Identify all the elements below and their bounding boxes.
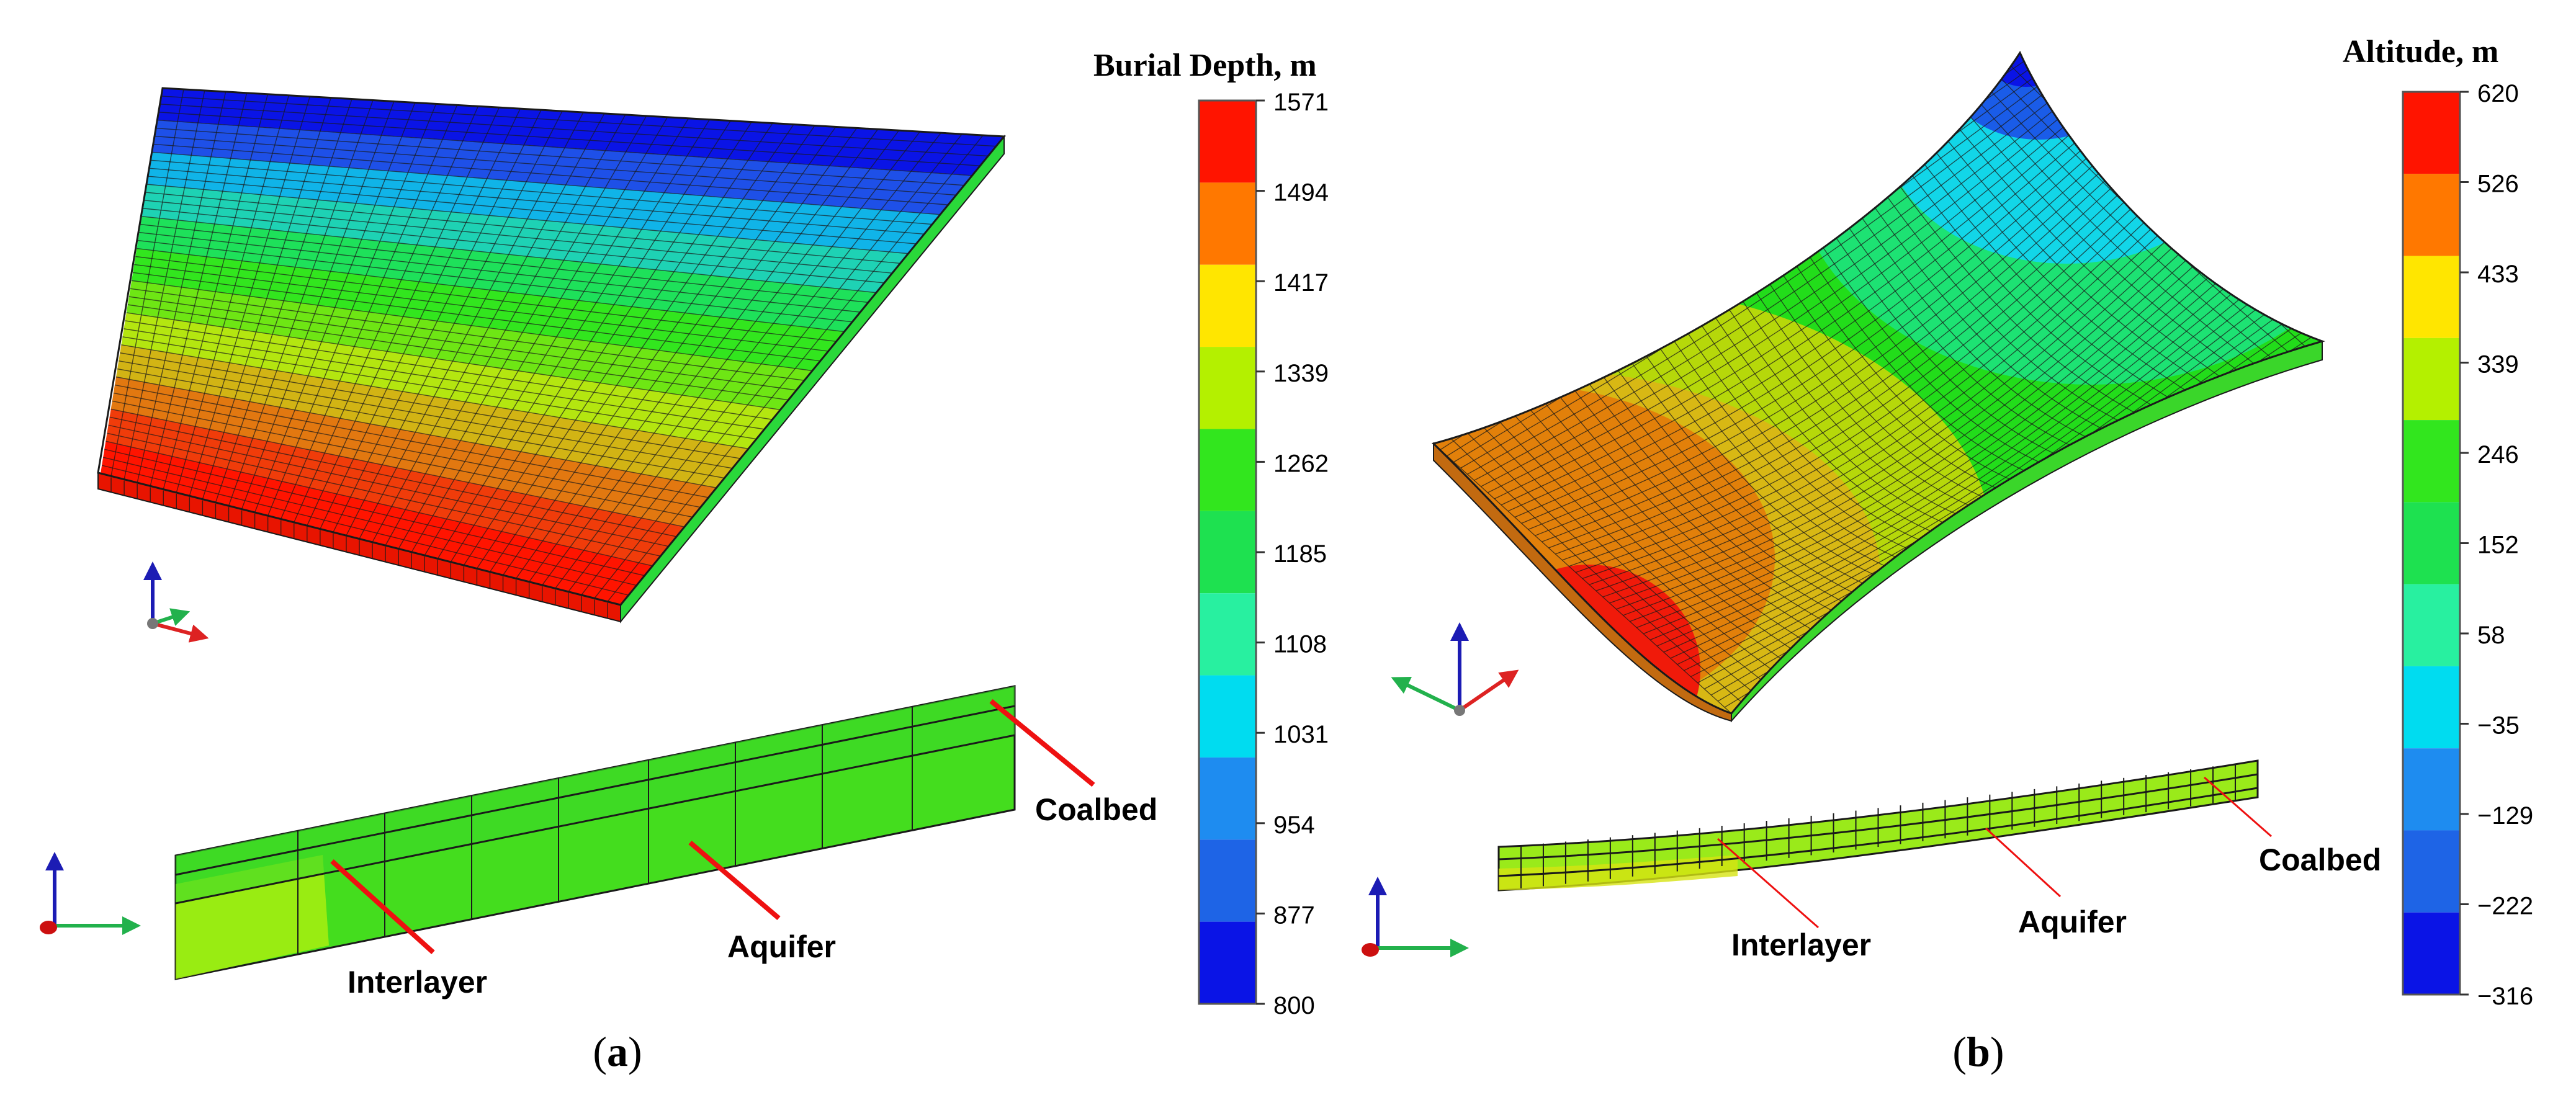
- aquifer-pointer-line: [1985, 827, 2062, 898]
- legend-swatch: [1199, 511, 1256, 594]
- legend-swatch: [2403, 256, 2460, 338]
- legend-swatch: [2403, 666, 2460, 749]
- panel-b-caption: (b): [1952, 1028, 2004, 1075]
- legend-tick-label: 877: [1273, 901, 1315, 929]
- axis-triad-icon: [40, 852, 141, 935]
- interlayer-label: Interlayer: [348, 965, 487, 999]
- legend-tick-label: −129: [2477, 802, 2533, 829]
- interlayer-label: Interlayer: [1731, 928, 1871, 962]
- legend-swatch: [1199, 675, 1256, 758]
- cross-section-b: [1497, 759, 2259, 892]
- panel-a-caption: (a): [593, 1028, 642, 1075]
- cross-section-a: [174, 685, 1016, 980]
- legend-tick-label: −316: [2477, 983, 2533, 1010]
- legend-tick-label: 1031: [1273, 721, 1329, 748]
- legend-tick-label: 152: [2477, 532, 2519, 559]
- curved-surface-model-3d: [1432, 50, 2325, 723]
- legend-swatch: [1199, 347, 1256, 429]
- legend-swatch: [1199, 593, 1256, 676]
- axis-triad-icon: [143, 561, 209, 643]
- legend-tick-label: 246: [2477, 441, 2519, 468]
- legend-title: Burial Depth, m: [1093, 48, 1317, 83]
- axis-triad-icon: [1362, 877, 1469, 957]
- legend-tick-label: 1108: [1273, 631, 1327, 658]
- legend-swatch: [2403, 338, 2460, 421]
- legend-swatch: [1199, 921, 1256, 1004]
- legend-tick-label: 433: [2477, 261, 2519, 288]
- legend-tick-label: 620: [2477, 80, 2519, 107]
- aquifer-pointer-line: [688, 840, 781, 921]
- legend-tick-label: 1339: [1273, 360, 1329, 387]
- coalbed-label: Coalbed: [2259, 843, 2381, 877]
- legend-swatch: [1199, 182, 1256, 265]
- legend-tick-label: 1417: [1273, 269, 1329, 297]
- legend-swatch: [1199, 101, 1256, 183]
- legend-swatch: [2403, 912, 2460, 995]
- legend-tick-label: 954: [1273, 812, 1315, 839]
- coalbed-pointer-line: [989, 699, 1095, 787]
- legend-title: Altitude, m: [2343, 34, 2498, 69]
- coalbed-pointer-line: [2204, 776, 2272, 838]
- coalbed-label: Coalbed: [1035, 792, 1157, 827]
- legend-swatch: [1199, 757, 1256, 840]
- legend-swatch: [1199, 264, 1256, 347]
- legend-tick-label: 800: [1273, 992, 1315, 1019]
- aquifer-label: Aquifer: [727, 929, 836, 964]
- legend-tick-label: 339: [2477, 351, 2519, 378]
- legend-tick-label: 1262: [1273, 450, 1329, 477]
- legend-tick-label: 1494: [1273, 179, 1329, 207]
- legend-swatch: [2403, 748, 2460, 831]
- legend-tick-label: 58: [2477, 622, 2505, 649]
- legend-tick-label: 526: [2477, 171, 2519, 198]
- legend-swatch: [2403, 174, 2460, 256]
- legend-tick-label: 1185: [1273, 540, 1327, 568]
- interlayer-pointer-line: [1717, 838, 1819, 929]
- legend-tick-label: −222: [2477, 893, 2533, 920]
- legend-swatch: [1199, 839, 1256, 922]
- legend-swatch: [2403, 584, 2460, 666]
- legend-swatch: [2403, 92, 2460, 174]
- legend-altitude: Altitude, m 620 526 433 339 246 152 58 −35 −129 −…: [2343, 34, 2533, 1010]
- legend-swatch: [1199, 429, 1256, 511]
- interlayer-pointer-line: [330, 859, 435, 954]
- legend-tick-label: 1571: [1273, 89, 1329, 116]
- legend-tick-label: −35: [2477, 712, 2520, 740]
- panel-b: Coalbed Aquifer Interlayer Altitude, m 6…: [1362, 34, 2533, 1075]
- legend-swatch: [2403, 830, 2460, 913]
- slab-model-3d: [97, 87, 1007, 624]
- legend-burial-depth: Burial Depth, m 1571 1494 1417 1339 1262 1185…: [1093, 48, 1329, 1019]
- legend-swatch: [2403, 502, 2460, 584]
- legend-swatch: [2403, 420, 2460, 503]
- axis-triad-icon: [1391, 622, 1519, 716]
- aquifer-label: Aquifer: [2018, 905, 2127, 939]
- panel-a: Coalbed Aquifer Interlayer Burial Depth,…: [40, 48, 1329, 1075]
